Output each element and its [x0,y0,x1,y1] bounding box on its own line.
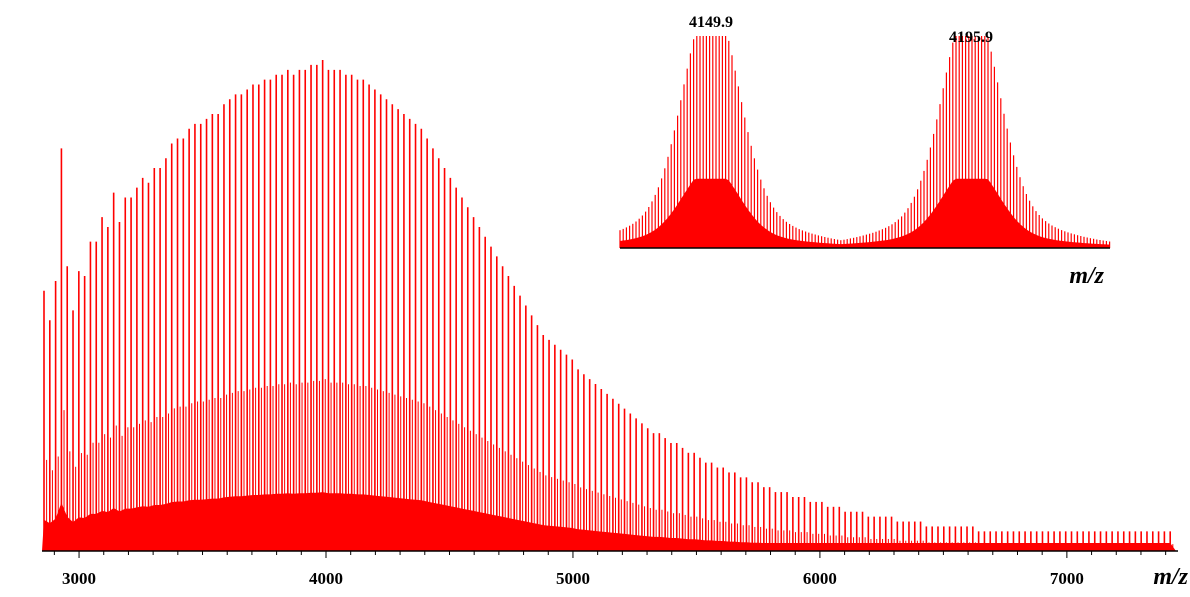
x-axis-ticks: 3000 4000 5000 6000 7000 [53,551,1167,588]
x-tick-label: 4000 [309,569,343,588]
main-spectrum-peaks [42,60,1176,551]
x-tick-label: 3000 [62,569,96,588]
x-tick-label: 7000 [1050,569,1084,588]
inset-peak-annotation: 4149.9 [689,14,733,31]
x-tick-label: 6000 [803,569,837,588]
inset-x-axis-label: m/z [1069,263,1104,289]
inset-peak-annotation: 4195.9 [949,29,993,46]
x-axis-label: m/z [1153,564,1188,590]
inset-envelope-fill [620,178,1110,248]
x-tick-label: 5000 [556,569,590,588]
inset-spectrum: 4149.9 4195.9 [600,14,1120,254]
